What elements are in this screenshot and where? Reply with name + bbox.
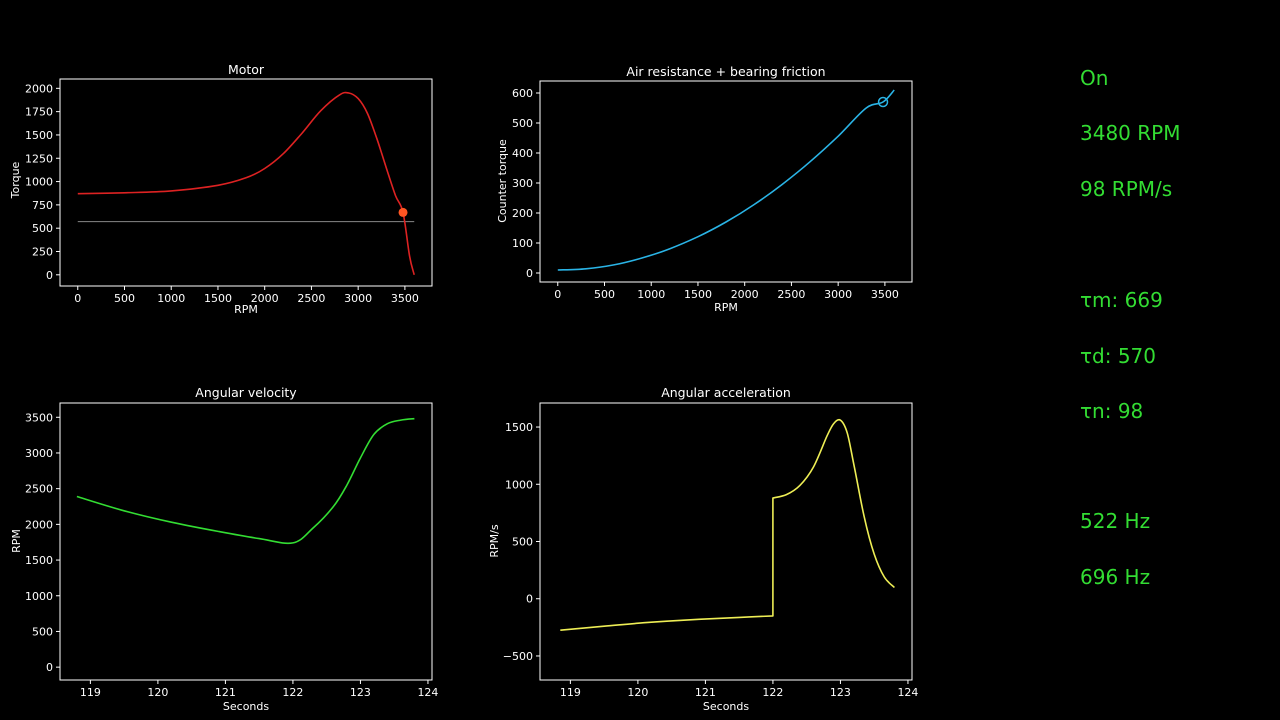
x-tick-label: 2000 — [251, 292, 279, 305]
x-axis-label: Seconds — [223, 700, 269, 713]
net-torque-readout: τn: 98 — [1080, 399, 1144, 423]
x-tick-label: 2500 — [297, 292, 325, 305]
y-tick-label: 1500 — [505, 421, 533, 434]
x-tick-label: 0 — [554, 288, 561, 301]
series-line — [76, 417, 415, 545]
x-tick-label: 123 — [830, 686, 851, 699]
x-tick-label: 124 — [897, 686, 918, 699]
y-tick-label: 1500 — [25, 129, 53, 142]
x-tick-label: 122 — [282, 686, 303, 699]
x-tick-label: 1500 — [204, 292, 232, 305]
plot-frame — [539, 80, 913, 283]
x-tick-label: 3500 — [871, 288, 899, 301]
chart-title: Angular velocity — [195, 385, 297, 400]
y-tick-label: 500 — [32, 222, 53, 235]
motor-state-text: On — [1080, 66, 1109, 90]
y-tick-label: 1250 — [25, 152, 53, 165]
x-tick-label: 119 — [560, 686, 581, 699]
x-tick-label: 120 — [147, 686, 168, 699]
rpm-readout: 3480 RPM — [1080, 121, 1181, 145]
x-axis-label: Seconds — [703, 700, 749, 713]
y-tick-label: 3500 — [25, 411, 53, 424]
acceleration-readout: 98 RPM/s — [1080, 177, 1173, 201]
x-tick-label: 1500 — [684, 288, 712, 301]
y-tick-label: 2000 — [25, 518, 53, 531]
x-tick-label: 122 — [762, 686, 783, 699]
drag-torque-readout: τd: 570 — [1080, 344, 1157, 368]
chart-title: Air resistance + bearing friction — [626, 64, 825, 79]
y-tick-label: 2500 — [25, 483, 53, 496]
series-line — [77, 91, 415, 275]
y-axis-label: RPM/s — [488, 524, 501, 557]
y-tick-label: 1000 — [25, 590, 53, 603]
x-tick-label: 0 — [74, 292, 81, 305]
x-tick-label: 119 — [80, 686, 101, 699]
y-tick-label: 300 — [512, 177, 533, 190]
y-tick-label: 2000 — [25, 82, 53, 95]
series-line — [560, 418, 895, 631]
y-axis-label: RPM — [10, 529, 23, 553]
y-tick-label: 1500 — [25, 554, 53, 567]
y-axis-label: Counter torque — [496, 139, 509, 223]
y-tick-label: 100 — [512, 237, 533, 250]
x-tick-label: 121 — [215, 686, 236, 699]
x-tick-label: 121 — [695, 686, 716, 699]
x-tick-label: 1000 — [157, 292, 185, 305]
y-tick-label: 600 — [512, 87, 533, 100]
x-tick-label: 2000 — [731, 288, 759, 301]
y-tick-label: 750 — [32, 199, 53, 212]
x-tick-label: 3000 — [344, 292, 372, 305]
x-tick-label: 2500 — [777, 288, 805, 301]
x-tick-label: 124 — [417, 686, 438, 699]
x-tick-label: 3000 — [824, 288, 852, 301]
x-tick-label: 500 — [594, 288, 615, 301]
plot-frame — [539, 402, 913, 681]
y-tick-label: 0 — [526, 593, 533, 606]
frequency-readout-1: 522 Hz — [1080, 509, 1151, 533]
x-tick-label: 1000 — [637, 288, 665, 301]
y-tick-label: 0 — [526, 267, 533, 280]
chart-acceleration: Angular acceleration Seconds RPM/s 119 12… — [488, 385, 918, 713]
chart-title: Angular acceleration — [661, 385, 791, 400]
x-axis-label: RPM — [714, 301, 738, 314]
y-tick-label: 1000 — [25, 176, 53, 189]
y-tick-label: 250 — [32, 246, 53, 259]
operating-point-marker — [877, 96, 889, 108]
y-tick-label: 400 — [512, 147, 533, 160]
chart-velocity: Angular velocity Seconds RPM 119 120 121 12… — [10, 385, 438, 713]
y-tick-label: 500 — [32, 625, 53, 638]
y-tick-label: 3000 — [25, 447, 53, 460]
y-tick-label: 500 — [512, 117, 533, 130]
y-tick-label: 1000 — [505, 478, 533, 491]
plot-frame — [59, 78, 433, 287]
motor-torque-readout: τm: 669 — [1080, 288, 1163, 312]
x-tick-label: 500 — [114, 292, 135, 305]
y-tick-label: 1750 — [25, 106, 53, 119]
x-tick-label: 3500 — [391, 292, 419, 305]
x-tick-label: 123 — [350, 686, 371, 699]
operating-point-marker — [398, 207, 408, 217]
chart-motor: Motor RPM Torque 0 500 1000 1500 2000 2500 300… — [9, 62, 433, 316]
y-tick-label: −500 — [503, 650, 533, 663]
chart-title: Motor — [228, 62, 265, 77]
frequency-readout-2: 696 Hz — [1080, 565, 1151, 589]
y-tick-label: 0 — [46, 661, 53, 674]
y-tick-label: 500 — [512, 536, 533, 549]
plot-frame — [59, 402, 433, 681]
y-axis-label: Torque — [9, 161, 22, 199]
x-tick-label: 120 — [627, 686, 648, 699]
y-tick-label: 0 — [46, 269, 53, 282]
chart-drag: Air resistance + bearing friction RPM Co… — [496, 64, 913, 314]
y-tick-label: 200 — [512, 207, 533, 220]
x-axis-label: RPM — [234, 303, 258, 316]
series-line — [557, 89, 895, 271]
